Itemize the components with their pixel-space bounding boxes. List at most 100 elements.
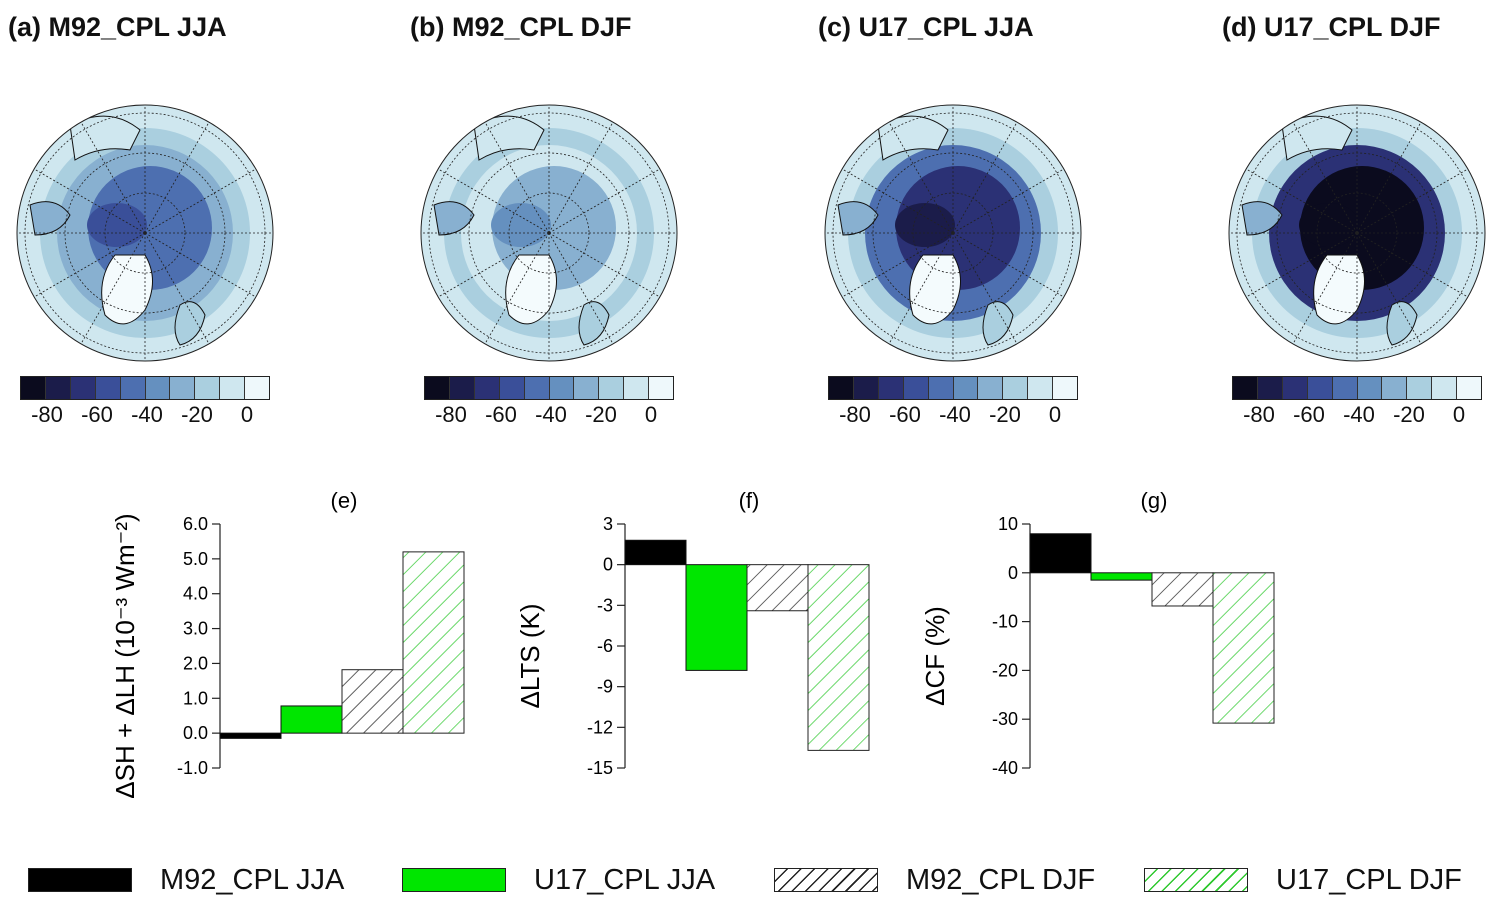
colorbar-swatch [1003, 377, 1029, 399]
bar-u17-cpl-djf [402, 551, 465, 734]
colorbar-swatch [1282, 377, 1308, 399]
panel-title-c: (c) U17_CPL JJA [818, 12, 1034, 42]
bar-chart-g: (g) ΔCF (%) 10 0 -10 -20 -30 -40 [920, 488, 1275, 778]
polar-map-c [818, 95, 1088, 370]
colorbar-swatch [829, 377, 854, 399]
y-tick-label: -6 [597, 636, 613, 656]
colorbar-tick-label: -40 [131, 402, 163, 427]
y-tick-label: -3 [597, 595, 613, 615]
bar-m92-cpl-djf [341, 669, 404, 734]
legend-swatch-u17-jja [402, 868, 506, 892]
bar-u17-cpl-djf [1212, 572, 1275, 724]
y-axis-label: ΔLTS (K) [515, 603, 545, 708]
colorbar-swatch [220, 377, 246, 399]
y-tick-label: -10 [992, 612, 1018, 632]
colorbar-swatch [903, 377, 929, 399]
y-tick-label: 2.0 [183, 653, 208, 673]
colorbar-tick-label: -40 [535, 402, 567, 427]
colorbar-swatch [1357, 377, 1383, 399]
colorbar-swatch [1053, 377, 1078, 399]
colorbar-c [828, 376, 1078, 402]
bar-chart-e: (e) ΔSH + ΔLH (10⁻³ Wm⁻²) 6.0 5.0 4.0 3.0 2.0 1… [110, 488, 465, 799]
y-tick-label: -15 [587, 758, 613, 778]
colorbar-tick-label: -60 [485, 402, 517, 427]
legend: M92_CPL JJA U17_CPL JJA M92_CPL DJF U17_… [0, 862, 1500, 902]
colorbar-d [1232, 376, 1482, 402]
y-tick-label: 3.0 [183, 619, 208, 639]
polar-map-b [414, 95, 684, 370]
bar-u17-cpl-jja [280, 705, 343, 734]
colorbar-a [20, 376, 270, 402]
colorbar-swatch [853, 377, 879, 399]
colorbar-swatch [499, 377, 525, 399]
legend-swatch-m92-djf [774, 868, 878, 892]
colorbar-swatch [524, 377, 550, 399]
colorbar-swatch [978, 377, 1004, 399]
colorbar-swatch [1028, 377, 1054, 399]
legend-label-u17-jja: U17_CPL JJA [534, 863, 716, 896]
chart-title: (e) [331, 488, 358, 513]
bar-m92-cpl-djf [746, 564, 809, 612]
legend-swatch-m92-jja [28, 868, 132, 892]
bar-chart-f: (f) ΔLTS (K) 3 0 -3 -6 -9 -12 -15 [515, 488, 870, 778]
y-tick-label: -1.0 [177, 758, 208, 778]
colorbar-tick-label: 0 [1452, 402, 1466, 427]
colorbar-swatch [878, 377, 904, 399]
colorbar-swatch [145, 377, 171, 399]
bar-m92-cpl-jja [1029, 533, 1092, 574]
colorbar-swatch [1432, 377, 1458, 399]
y-tick-label: -40 [992, 758, 1018, 778]
colorbar-swatch [21, 377, 46, 399]
y-tick-label: 0 [1008, 563, 1018, 583]
chart-title: (g) [1141, 488, 1168, 513]
colorbar-tick-label: 0 [240, 402, 254, 427]
y-tick-label: -20 [992, 660, 1018, 680]
y-axis-label: ΔCF (%) [920, 606, 950, 706]
colorbar-swatch [1307, 377, 1333, 399]
y-tick-label: -9 [597, 677, 613, 697]
legend-item-u17-djf: U17_CPL DJF [1144, 862, 1462, 898]
colorbar-swatch [1257, 377, 1283, 399]
colorbar-swatch [928, 377, 954, 399]
colorbar-swatch [195, 377, 221, 399]
colorbar-swatch [70, 377, 96, 399]
legend-label-m92-djf: M92_CPL DJF [906, 863, 1096, 896]
y-tick-label: 0 [603, 555, 613, 575]
bar-u17-cpl-djf [807, 564, 870, 751]
panel-title-b: (b) M92_CPL DJF [410, 12, 632, 42]
polar-map-d [1222, 95, 1492, 370]
colorbar-swatch [1407, 377, 1433, 399]
chart-title: (f) [739, 488, 760, 513]
y-tick-label: 0.0 [183, 723, 208, 743]
colorbar-tick-label: 0 [644, 402, 658, 427]
colorbar-tick-label: -60 [1293, 402, 1325, 427]
legend-item-u17-jja: U17_CPL JJA [402, 862, 715, 898]
legend-item-m92-djf: M92_CPL DJF [774, 862, 1095, 898]
panel-title-d: (d) U17_CPL DJF [1222, 12, 1441, 42]
colorbar-swatch [1457, 377, 1482, 399]
colorbar-tick-label: -60 [889, 402, 921, 427]
y-tick-label: 10 [998, 514, 1018, 534]
y-axis-label: ΔSH + ΔLH (10⁻³ Wm⁻²) [110, 513, 140, 798]
y-tick-label: 3 [603, 514, 613, 534]
colorbar-swatch [45, 377, 71, 399]
colorbar-swatch [953, 377, 979, 399]
y-tick-label: 6.0 [183, 514, 208, 534]
colorbar-swatch [549, 377, 575, 399]
legend-swatch-u17-djf [1144, 868, 1248, 892]
colorbar-ticks-b: -80 -60 -40 -20 0 [424, 402, 674, 430]
y-tick-label: -12 [587, 717, 613, 737]
colorbar-swatch [170, 377, 196, 399]
colorbar-swatch [245, 377, 270, 399]
colorbar-swatch [1382, 377, 1408, 399]
colorbar-ticks-c: -80 -60 -40 -20 0 [828, 402, 1078, 430]
colorbar-swatch [449, 377, 475, 399]
colorbar-tick-label: -20 [989, 402, 1021, 427]
colorbar-ticks-d: -80 -60 -40 -20 0 [1232, 402, 1482, 430]
legend-item-m92-jja: M92_CPL JJA [28, 862, 344, 898]
y-tick-label: 5.0 [183, 549, 208, 569]
colorbar-swatch [474, 377, 500, 399]
colorbar-b [424, 376, 674, 402]
polar-map-a [10, 95, 280, 370]
bar-m92-cpl-jja [219, 732, 282, 739]
